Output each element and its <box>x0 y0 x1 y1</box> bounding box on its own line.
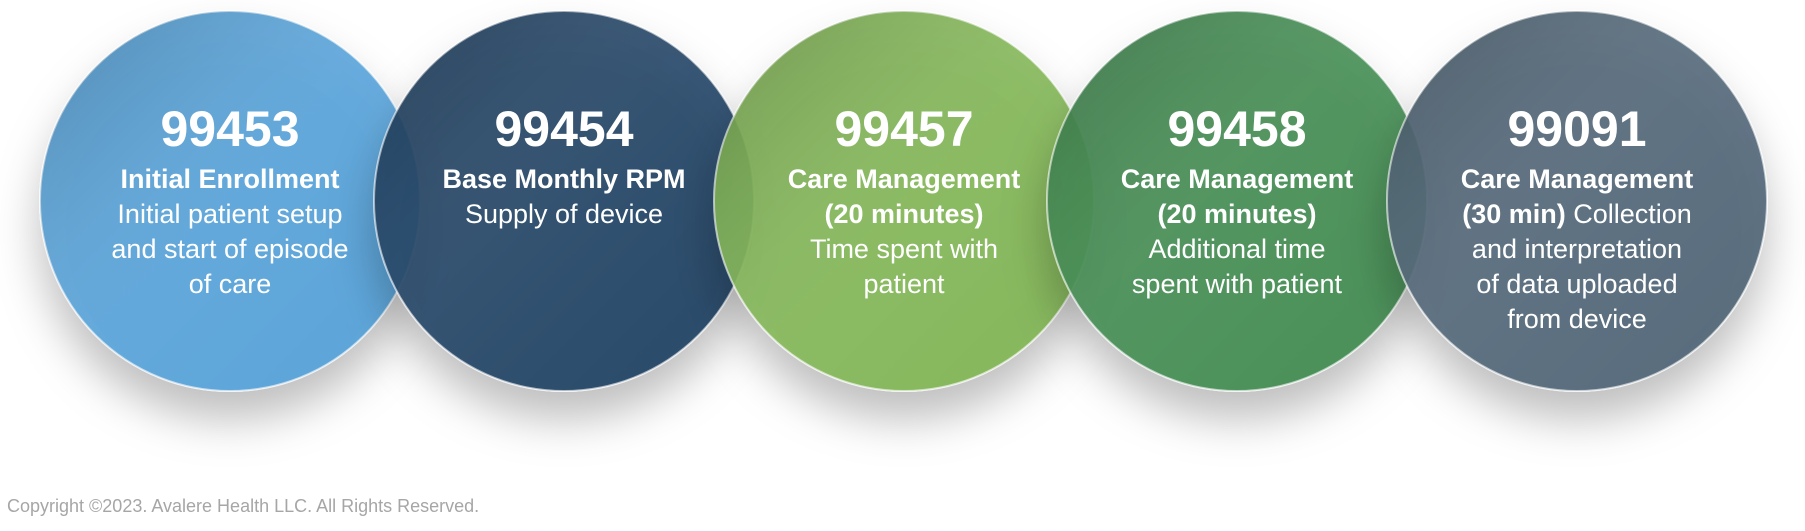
step-line: of data uploaded <box>1476 269 1677 299</box>
bold-text: (20 minutes) <box>824 199 983 229</box>
circle-sheen <box>714 11 1094 391</box>
step-code: 99457 <box>834 101 973 157</box>
copyright: Copyright ©2023. Avalere Health LLC. All… <box>7 496 479 516</box>
bold-text: Care Management <box>788 164 1021 194</box>
step-line: Care Management <box>1121 164 1354 194</box>
bold-text: Care Management <box>1121 164 1354 194</box>
step-line: spent with patient <box>1132 269 1343 299</box>
step-line: and start of episode <box>111 234 348 264</box>
body-text: patient <box>863 269 945 299</box>
step-line: Care Management <box>1461 164 1694 194</box>
bold-text: Base Monthly RPM <box>442 164 685 194</box>
body-text: and start of episode <box>111 234 348 264</box>
step-line: from device <box>1507 304 1647 334</box>
bold-text: Initial Enrollment <box>120 164 339 194</box>
bold-text: (30 min) <box>1462 199 1566 229</box>
step-line: (20 minutes) <box>1157 199 1316 229</box>
circle-sheen <box>1387 11 1767 391</box>
step-code: 99091 <box>1507 101 1646 157</box>
step-code: 99458 <box>1167 101 1306 157</box>
circle-sheen <box>374 11 754 391</box>
step-code: 99454 <box>494 101 633 157</box>
step-line: Care Management <box>788 164 1021 194</box>
body-text: from device <box>1507 304 1647 334</box>
step-line: Base Monthly RPM <box>442 164 685 194</box>
bold-text: Care Management <box>1461 164 1694 194</box>
step-line: Initial patient setup <box>117 199 342 229</box>
step-line: Additional time <box>1148 234 1325 264</box>
bold-text: (20 minutes) <box>1157 199 1316 229</box>
body-text: and interpretation <box>1472 234 1682 264</box>
body-text: Time spent with <box>810 234 998 264</box>
step-line: of care <box>189 269 272 299</box>
body-text: of care <box>189 269 272 299</box>
step-line: Initial Enrollment <box>120 164 339 194</box>
body-text: Additional time <box>1148 234 1325 264</box>
step-line: (30 min) Collection <box>1462 199 1692 229</box>
body-text: Initial patient setup <box>117 199 342 229</box>
step-line: and interpretation <box>1472 234 1682 264</box>
circle-sheen <box>1047 11 1427 391</box>
step-line: Supply of device <box>465 199 663 229</box>
step-line: (20 minutes) <box>824 199 983 229</box>
body-text: of data uploaded <box>1476 269 1677 299</box>
step-line: patient <box>863 269 945 299</box>
circle-sheen <box>40 11 420 391</box>
body-text: spent with patient <box>1132 269 1343 299</box>
body-text: Collection <box>1566 199 1692 229</box>
step-code: 99453 <box>160 101 299 157</box>
body-text: Supply of device <box>465 199 663 229</box>
step-line: Time spent with <box>810 234 998 264</box>
